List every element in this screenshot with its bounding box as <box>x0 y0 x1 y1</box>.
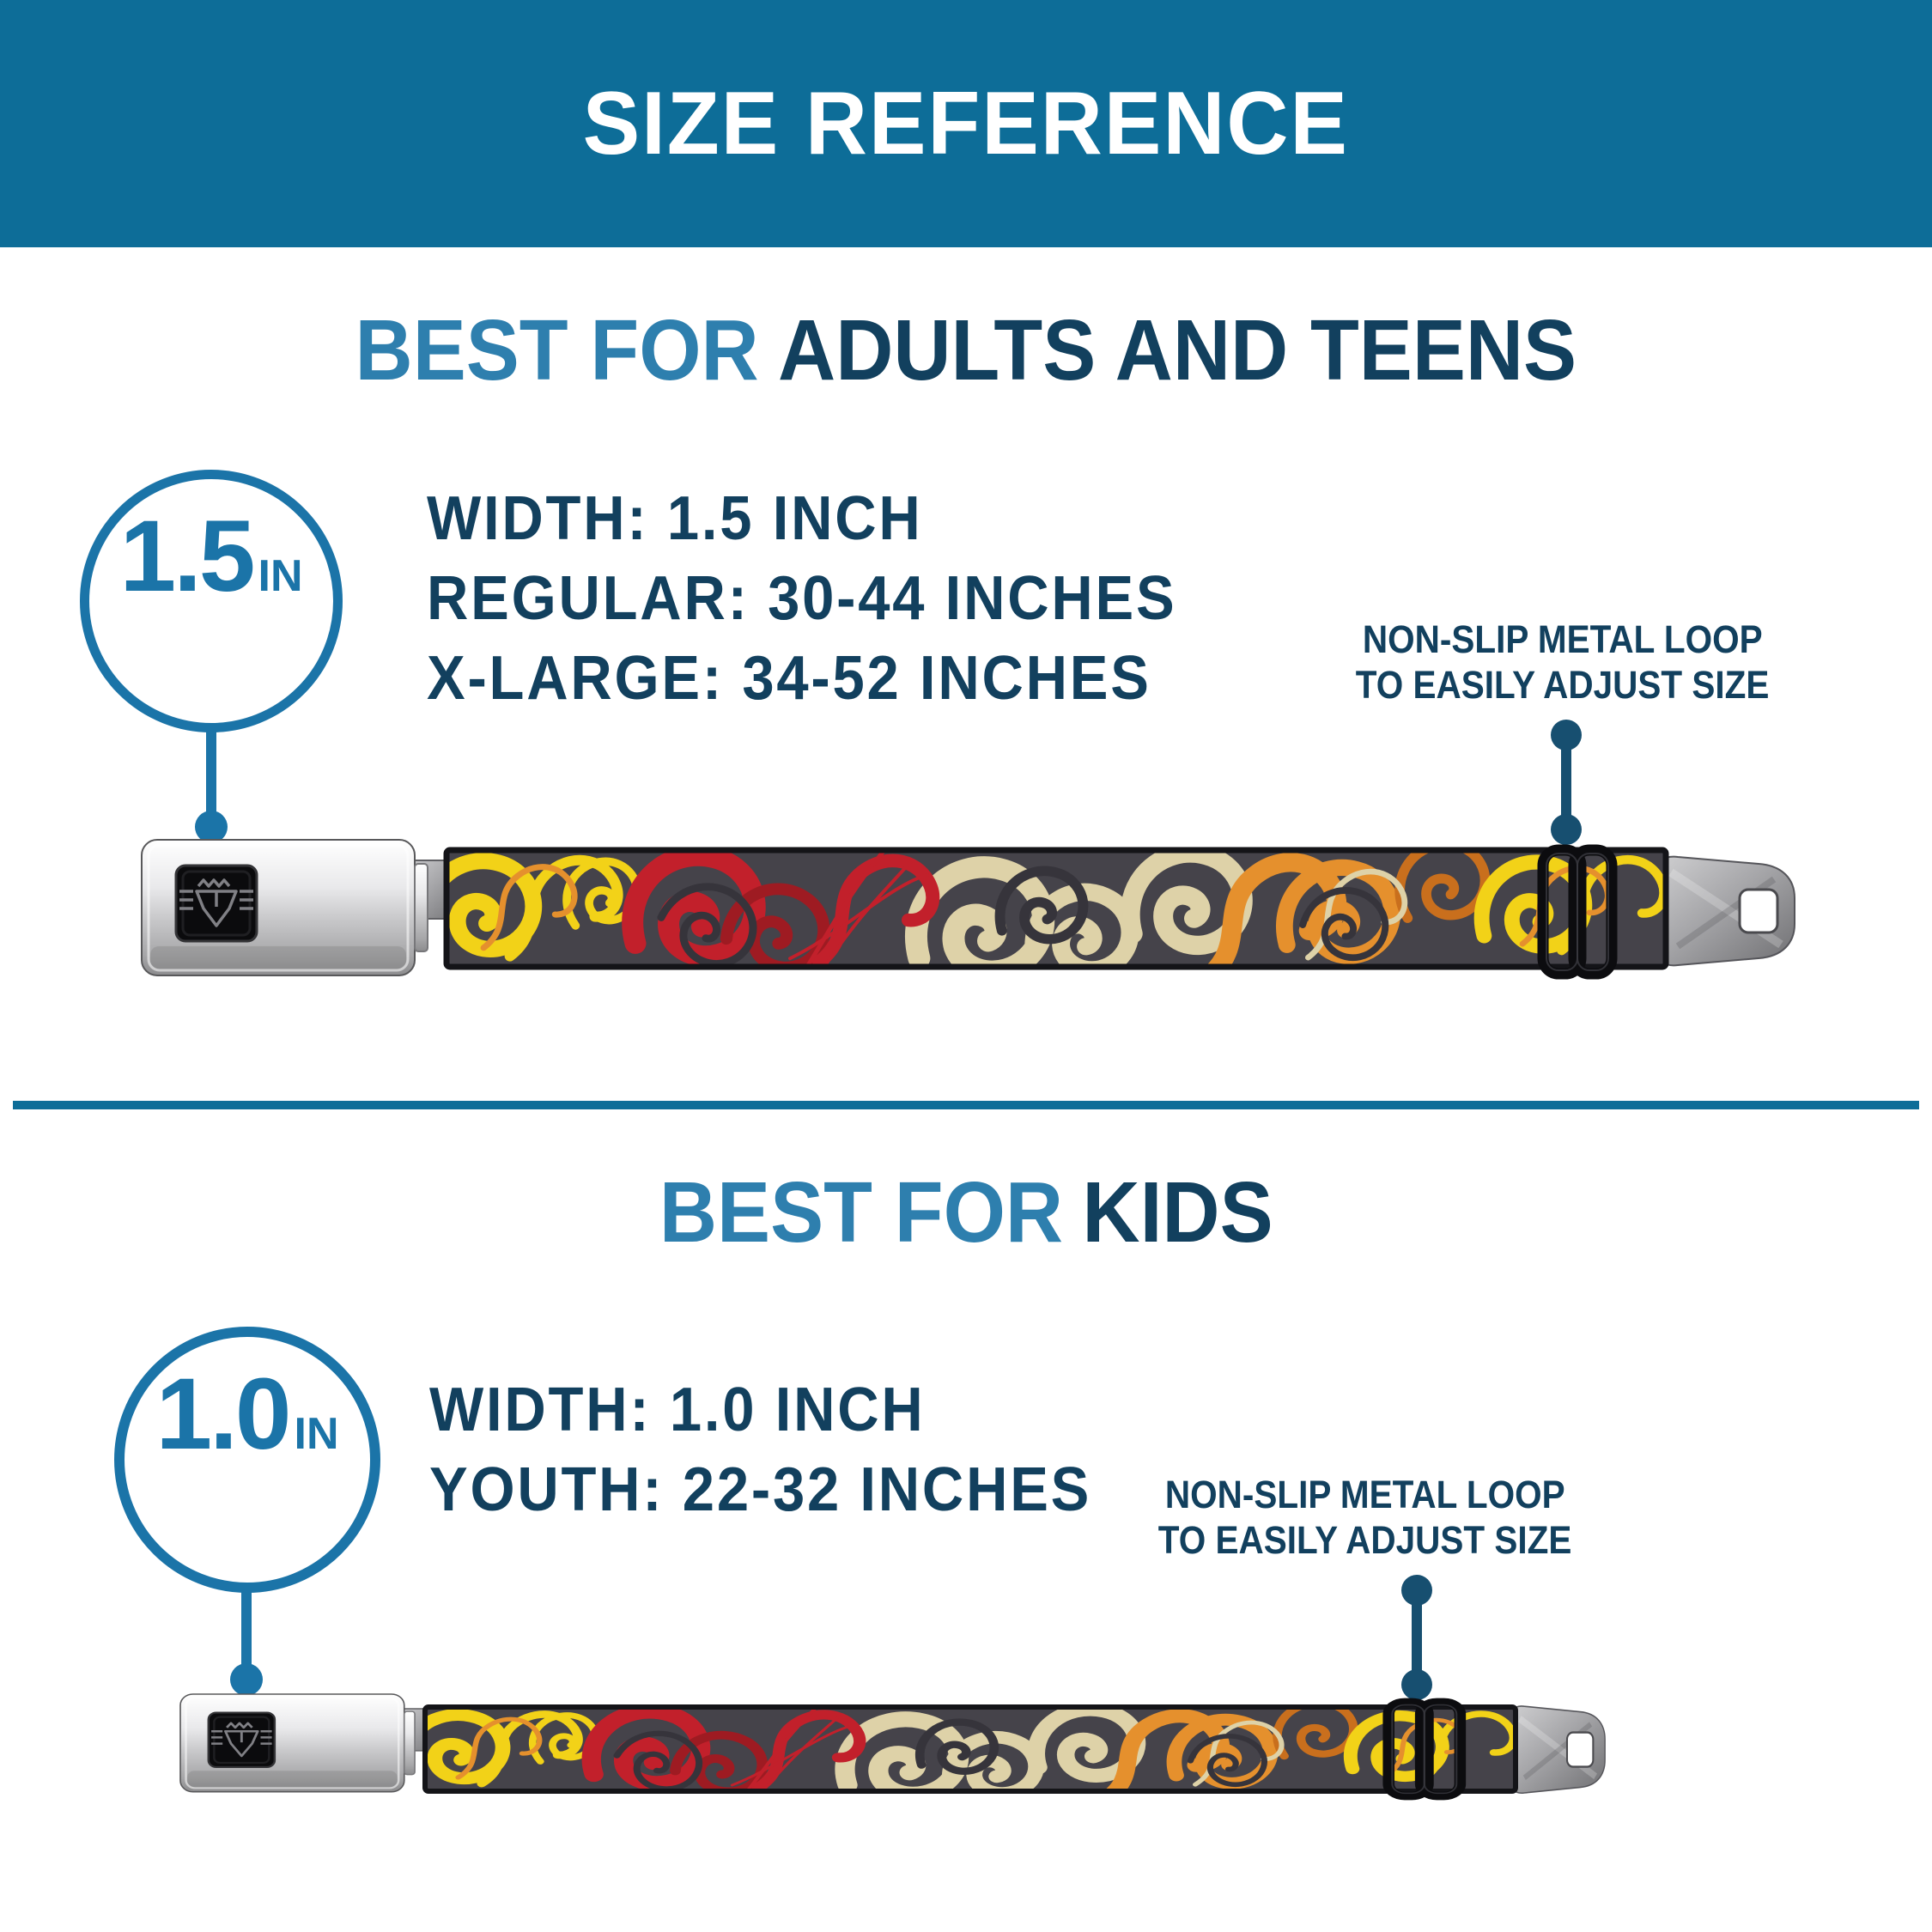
adults-specs: WIDTH: 1.5 INCH REGULAR: 30-44 INCHES X-… <box>427 479 1233 719</box>
belt-strap-graphic <box>426 835 1666 979</box>
heading-main: ADULTS AND TEENS <box>778 302 1577 398</box>
strap-edge <box>443 847 1669 970</box>
adult-belt-graphic <box>140 835 1829 1020</box>
banner: SIZE REFERENCE <box>0 0 1932 247</box>
belt-end-tab <box>1657 857 1795 966</box>
callout-line-adults <box>1561 735 1571 831</box>
spec-xlarge: X-LARGE: 34-52 INCHES <box>427 644 1151 713</box>
callout-line1: NON-SLIP METAL LOOP <box>1165 1473 1565 1516</box>
badge-value: 1.5 <box>119 500 255 613</box>
belt-strap-graphic <box>406 1697 1515 1800</box>
kids-loop-callout: NON-SLIP METAL LOOP TO EASILY ADJUST SIZ… <box>1116 1472 1614 1563</box>
callout-line2: TO EASILY ADJUST SIZE <box>1158 1518 1572 1562</box>
badge-unit: IN <box>258 551 303 601</box>
callout-line-kids <box>1412 1590 1422 1685</box>
badge-connector-dot-kids <box>230 1663 263 1696</box>
spec-youth: YOUTH: 22-32 INCHES <box>429 1455 1092 1524</box>
kids-section-heading: BEST FOR KIDS <box>0 1164 1932 1261</box>
badge-connector-line-kids <box>241 1587 252 1673</box>
seatbelt-buckle-graphic <box>179 1692 416 1794</box>
kids-belt-graphic <box>179 1692 1631 1820</box>
section-divider <box>13 1101 1919 1109</box>
page-title: SIZE REFERENCE <box>582 73 1350 173</box>
callout-dot-bottom-adults <box>1551 814 1582 845</box>
callout-line1: NON-SLIP METAL LOOP <box>1363 617 1763 661</box>
strap-edge <box>422 1704 1518 1794</box>
callout-line2: TO EASILY ADJUST SIZE <box>1356 663 1770 707</box>
adults-section-heading: BEST FOR ADULTS AND TEENS <box>0 302 1932 398</box>
width-badge-kids: 1.0 IN <box>114 1327 380 1593</box>
badge-connector-dot-adults <box>195 811 228 843</box>
badge-value: 1.0 <box>155 1358 291 1471</box>
badge-unit: IN <box>294 1409 339 1459</box>
spec-width: WIDTH: 1.0 INCH <box>429 1376 926 1444</box>
heading-prefix: BEST FOR <box>355 302 759 398</box>
spec-width: WIDTH: 1.5 INCH <box>427 484 923 553</box>
badge-connector-line-adults <box>206 730 216 824</box>
spec-regular: REGULAR: 30-44 INCHES <box>427 564 1177 633</box>
heading-main: KIDS <box>1082 1164 1273 1261</box>
adults-loop-callout: NON-SLIP METAL LOOP TO EASILY ADJUST SIZ… <box>1314 617 1812 708</box>
callout-dot-bottom-kids <box>1401 1669 1432 1700</box>
belt-end-tab <box>1510 1706 1606 1793</box>
heading-prefix: BEST FOR <box>659 1164 1063 1261</box>
seatbelt-buckle-graphic <box>140 838 429 977</box>
width-badge-adults: 1.5 IN <box>80 470 343 732</box>
kids-specs: WIDTH: 1.0 INCH YOUTH: 22-32 INCHES <box>429 1370 1141 1530</box>
